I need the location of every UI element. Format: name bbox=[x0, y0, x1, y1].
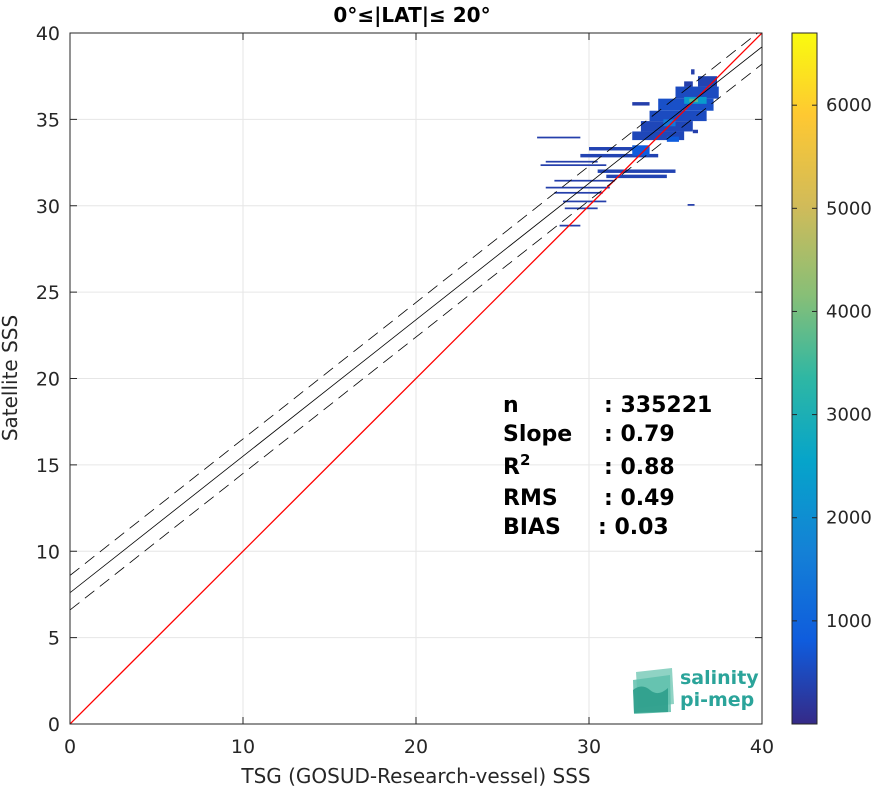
stat-label-text: n bbox=[503, 393, 519, 418]
stat-value: : 0.88 bbox=[604, 455, 675, 480]
logo-line2: pi-mep bbox=[680, 689, 754, 711]
colorbar-tick-label: 4000 bbox=[826, 301, 872, 322]
density-cell bbox=[554, 179, 615, 182]
density-cell bbox=[691, 69, 695, 75]
stat-label: RMS bbox=[503, 486, 558, 511]
colorbar-tick-label: 2000 bbox=[826, 508, 872, 529]
colorbar-ticks: 1000 2000 3000 4000 5000 6000 bbox=[792, 95, 872, 632]
x-tick-label: 30 bbox=[577, 736, 601, 758]
x-tick-label: 0 bbox=[64, 736, 76, 758]
regression-line bbox=[70, 46, 762, 594]
y-tick-label: 30 bbox=[36, 196, 60, 218]
colorbar-tick-label: 6000 bbox=[826, 95, 872, 116]
density-cell bbox=[632, 102, 650, 106]
colorbar-frame bbox=[791, 32, 818, 725]
statistics-box: n : 335221 Slope : 0.79 R2 : 0.88 RMS : 0.49 BIA… bbox=[503, 393, 712, 540]
x-tick-label: 10 bbox=[231, 736, 255, 758]
stat-label-superscript: 2 bbox=[520, 451, 530, 469]
y-tick-label: 0 bbox=[48, 714, 60, 736]
stat-label-text: R bbox=[503, 455, 520, 480]
stat-label: n bbox=[503, 393, 519, 418]
x-axis-label: TSG (GOSUD-Research-vessel) SSS bbox=[240, 764, 590, 788]
density-cell bbox=[697, 76, 718, 87]
colorbar: 1000 2000 3000 4000 5000 6000 bbox=[791, 32, 872, 725]
density-cell bbox=[684, 81, 693, 87]
y-tick-label: 25 bbox=[36, 282, 60, 304]
density-cell bbox=[554, 191, 603, 194]
stat-label: BIAS bbox=[503, 515, 561, 540]
density-cell bbox=[564, 207, 598, 210]
stat-value: : 0.03 bbox=[598, 515, 669, 540]
density-cell bbox=[606, 174, 667, 179]
x-tick-label: 20 bbox=[404, 736, 428, 758]
colorbar-tick-label: 3000 bbox=[826, 405, 872, 426]
stat-value: : 0.49 bbox=[604, 486, 675, 511]
y-tick-label: 15 bbox=[36, 455, 60, 477]
y-tick-label: 20 bbox=[36, 369, 60, 391]
y-axis-ticks: 0 5 10 15 20 25 30 35 40 bbox=[36, 23, 762, 736]
x-axis-ticks: 0 10 20 30 40 bbox=[64, 33, 774, 758]
density-cell bbox=[545, 160, 598, 163]
y-tick-label: 35 bbox=[36, 109, 60, 131]
density-cell bbox=[632, 145, 650, 156]
stat-value: : 335221 bbox=[604, 393, 712, 418]
density-cell bbox=[663, 119, 676, 127]
stat-label: R2 bbox=[503, 451, 530, 480]
stat-label-text: Slope bbox=[503, 422, 572, 447]
regression-upper-bound bbox=[70, 33, 759, 576]
density-cell bbox=[563, 200, 607, 203]
regression-lines bbox=[70, 33, 762, 724]
regression-lower-bound bbox=[70, 63, 762, 611]
density-cell bbox=[537, 136, 581, 139]
stat-label: Slope bbox=[503, 422, 572, 447]
y-tick-label: 40 bbox=[36, 23, 60, 45]
y-axis-label: Satellite SSS bbox=[0, 315, 22, 441]
logo: salinity pi-mep bbox=[633, 667, 759, 714]
colorbar-tick-label: 1000 bbox=[826, 611, 872, 632]
density-cell bbox=[545, 186, 610, 189]
logo-mark bbox=[633, 668, 674, 714]
y-tick-label: 5 bbox=[48, 628, 60, 650]
stat-label-text: RMS bbox=[503, 486, 558, 511]
x-tick-label: 40 bbox=[750, 736, 774, 758]
stat-label-text: BIAS bbox=[503, 515, 561, 540]
density-cell bbox=[687, 204, 695, 206]
chart-title: 0°≤|LAT|≤ 20° bbox=[333, 3, 490, 27]
density-cell bbox=[692, 129, 698, 134]
density-cell bbox=[597, 169, 676, 173]
stat-value: : 0.79 bbox=[604, 422, 675, 447]
density-cell bbox=[666, 136, 679, 142]
logo-line1: salinity bbox=[680, 667, 759, 689]
density-cell bbox=[540, 164, 607, 167]
colorbar-fill bbox=[792, 33, 817, 724]
identity-line bbox=[70, 33, 762, 724]
colorbar-tick-label: 5000 bbox=[826, 198, 872, 219]
density-cell bbox=[580, 153, 659, 158]
density-cell bbox=[589, 147, 650, 151]
y-tick-label: 10 bbox=[36, 541, 60, 563]
